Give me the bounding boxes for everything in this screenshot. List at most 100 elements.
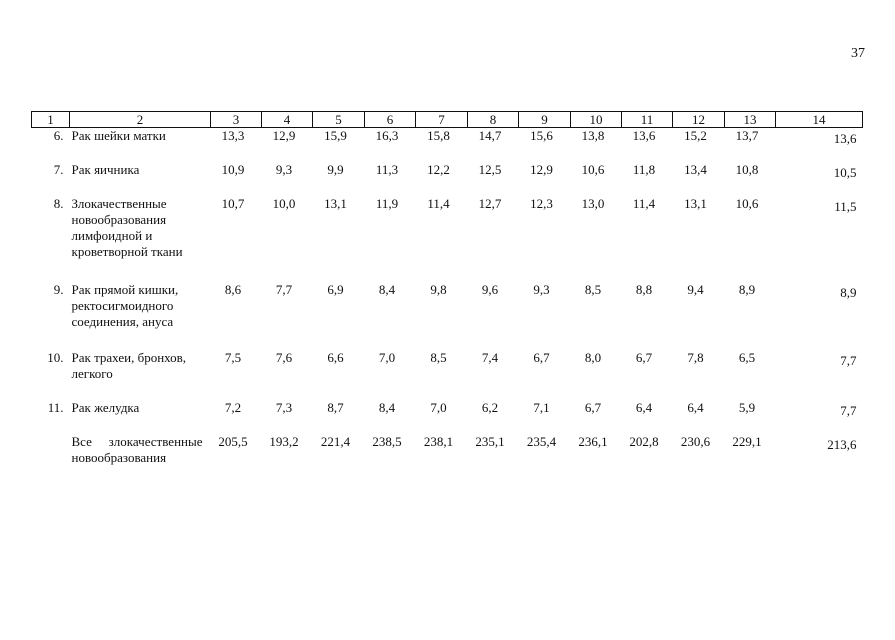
value-cell: 13,1	[324, 195, 347, 211]
header-cell: 9	[518, 111, 571, 128]
value-cell: 13,8	[581, 128, 605, 143]
header-cell: 5	[312, 111, 365, 128]
total-value-cell: 13,6	[833, 131, 857, 146]
value-cell: 12,9	[272, 128, 296, 143]
value-cell: 10,6	[581, 161, 605, 177]
row-name: Рак яичника	[71, 161, 140, 177]
value-cell: 6,7	[533, 349, 550, 365]
header-cell: 10	[570, 111, 622, 128]
value-cell: 6,7	[584, 399, 602, 415]
header-cell: 3	[210, 111, 262, 128]
value-cell: 7,6	[275, 349, 293, 365]
value-cell: 8,7	[327, 399, 344, 415]
header-cell: 11	[621, 111, 673, 128]
value-cell: 9,3	[275, 161, 293, 177]
header-cell: 13	[724, 111, 776, 128]
header-cell: 2	[69, 111, 211, 128]
value-cell: 236,1	[578, 433, 608, 449]
value-cell: 8,5	[430, 349, 447, 365]
table-row: 8. Злокачественные новообразования лимфои…	[32, 196, 863, 282]
value-cell: 13,4	[684, 161, 707, 177]
value-cell: 13,1	[684, 195, 707, 211]
value-cell: 6,2	[481, 399, 499, 415]
row-name: Злокачественные новообразования лимфоидн…	[71, 195, 183, 259]
value-cell: 9,4	[687, 281, 704, 297]
row-index: 8.	[53, 195, 64, 211]
value-cell: 7,2	[224, 399, 242, 415]
value-cell: 7,4	[481, 349, 499, 365]
value-cell: 13,7	[735, 128, 759, 143]
value-cell: 202,8	[629, 433, 659, 449]
value-cell: 12,7	[478, 195, 502, 211]
value-cell: 15,6	[530, 128, 553, 143]
value-cell: 8,4	[378, 399, 396, 415]
value-cell: 221,4	[320, 433, 351, 449]
table-row: 9. Рак прямой кишки, ректосигмоидного сое…	[32, 282, 863, 350]
header-cell: 14	[775, 111, 863, 128]
value-cell: 8,8	[635, 281, 653, 297]
value-cell: 10,7	[221, 195, 245, 211]
row-index: 6.	[53, 128, 64, 143]
total-value-cell: 8,9	[840, 284, 857, 300]
header-cell: 8	[467, 111, 519, 128]
header-cell: 7	[415, 111, 468, 128]
header-row: 1 2 3 4 5 6 7 8 9 10 11 12 13 14	[31, 111, 863, 128]
value-cell: 7,5	[224, 349, 242, 365]
header-cell: 12	[672, 111, 725, 128]
row-name: Рак прямой кишки, ректосигмоидного соеди…	[71, 281, 179, 329]
value-cell: 238,1	[423, 433, 454, 449]
value-cell: 6,9	[327, 281, 344, 297]
value-cell: 12,9	[530, 161, 553, 177]
row-index: 11.	[47, 399, 64, 415]
total-value-cell: 7,7	[840, 402, 857, 418]
value-cell: 205,5	[218, 433, 248, 449]
value-cell: 10,6	[735, 195, 759, 211]
value-cell: 9,9	[327, 161, 344, 177]
value-cell: 8,4	[378, 281, 396, 297]
value-cell: 12,2	[427, 161, 450, 177]
page-number: 37	[851, 46, 865, 61]
value-cell: 10,8	[735, 161, 759, 177]
total-value-cell: 7,7	[840, 352, 857, 368]
table-row: Все злокачественные новообразования 205,5…	[32, 434, 863, 494]
value-cell: 8,0	[584, 349, 602, 365]
value-cell: 6,5	[738, 349, 756, 365]
header-cell: 4	[261, 111, 313, 128]
row-name: Рак трахеи, бронхов, легкого	[71, 349, 187, 381]
row-name: Рак шейки матки	[71, 128, 166, 143]
value-cell: 16,3	[375, 128, 399, 143]
value-cell: 12,5	[478, 161, 502, 177]
table-row: 7. Рак яичника 10,9 9,3 9,9 11,3 12,2 12,5 12,9 1…	[32, 162, 863, 196]
value-cell: 15,8	[427, 128, 450, 143]
row-index: 9.	[53, 281, 64, 297]
total-value-cell: 10,5	[833, 164, 857, 180]
table-row: 6. Рак шейки матки 13,3 12,9 15,9 16,3 15,8 14,…	[32, 128, 863, 162]
value-cell: 6,4	[687, 399, 704, 415]
header-cell: 6	[364, 111, 416, 128]
table-row: 10. Рак трахеи, бронхов, легкого 7,5 7,6 6,6…	[32, 350, 863, 400]
value-cell: 9,6	[481, 281, 499, 297]
value-cell: 5,9	[738, 399, 756, 415]
value-cell: 235,4	[526, 433, 557, 449]
table-body: 6. Рак шейки матки 13,3 12,9 15,9 16,3 15,8 14,…	[32, 128, 863, 494]
value-cell: 7,1	[533, 399, 550, 415]
value-cell: 11,4	[632, 195, 656, 211]
value-cell: 6,7	[635, 349, 653, 365]
value-cell: 11,3	[375, 161, 399, 177]
value-cell: 9,3	[533, 281, 550, 297]
value-cell: 11,8	[632, 161, 656, 177]
value-cell: 7,3	[275, 399, 293, 415]
row-index	[32, 434, 70, 494]
value-cell: 8,6	[224, 281, 242, 297]
data-table: 1 2 3 4 5 6 7 8 9 10 11 12 13 14 6. Рак ш…	[31, 111, 863, 494]
value-cell: 7,7	[275, 281, 293, 297]
value-cell: 11,4	[427, 195, 450, 211]
row-name: Рак желудка	[71, 399, 140, 415]
value-cell: 15,2	[684, 128, 707, 143]
value-cell: 8,9	[738, 281, 756, 297]
value-cell: 9,8	[430, 281, 447, 297]
value-cell: 7,0	[430, 399, 447, 415]
value-cell: 11,9	[375, 195, 399, 211]
value-cell: 15,9	[324, 128, 347, 143]
value-cell: 13,3	[221, 128, 245, 143]
